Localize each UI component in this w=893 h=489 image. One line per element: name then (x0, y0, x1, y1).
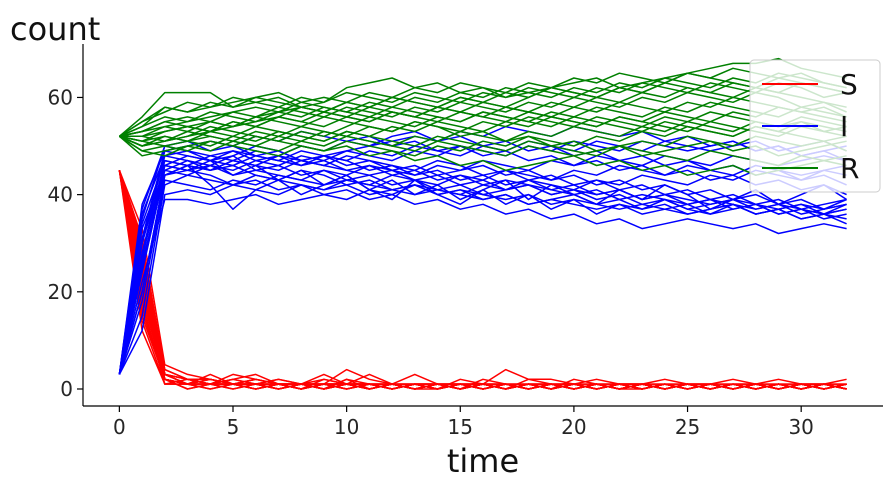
y-tick-label: 60 (48, 85, 73, 109)
legend-label-s: S (840, 68, 858, 101)
series-i-run-15 (118, 140, 847, 375)
series-s-run-16 (118, 170, 847, 390)
series-s-run-0 (118, 170, 847, 390)
series-s-run-4 (118, 170, 847, 390)
series-s-run-6 (118, 170, 847, 390)
series-i-run-12 (118, 169, 847, 375)
series-s-run-2 (118, 170, 847, 390)
series-r-run-15 (118, 96, 847, 138)
x-tick-label: 25 (675, 415, 700, 439)
series-i-run-18 (118, 159, 847, 375)
series-s-run-18 (118, 170, 847, 390)
series-r-run-17 (119, 72, 847, 138)
series-r-run-1 (119, 67, 847, 137)
y-tick-label: 40 (48, 183, 73, 207)
series-s-run-1 (118, 170, 847, 390)
series-i-run-7 (118, 155, 847, 375)
legend-label-i: I (840, 110, 848, 143)
series-s-run-13 (118, 170, 847, 390)
series-s-run-3 (118, 170, 847, 390)
series-s-run-7 (118, 170, 847, 390)
series-r-run-6 (118, 82, 847, 137)
series-s-run-19 (118, 170, 847, 385)
series-r-run-14 (118, 116, 847, 157)
x-tick-label: 10 (334, 415, 359, 439)
series-s-run-15 (118, 170, 847, 390)
y-tick-label: 0 (60, 377, 73, 401)
series-r-run-19 (119, 101, 847, 142)
series-s-run-21 (118, 170, 847, 390)
series-i-run-3 (118, 159, 847, 375)
series-i-run-13 (118, 164, 847, 375)
series-layer (118, 57, 848, 390)
series-s-run-17 (118, 170, 847, 390)
series-i-run-10 (118, 155, 847, 375)
series-i-run-0 (118, 155, 847, 375)
series-s-run-14 (118, 170, 847, 390)
series-i-run-8 (118, 169, 847, 375)
series-i-run-11 (118, 140, 847, 375)
series-i-run-14 (118, 155, 847, 375)
y-axis-title: count (10, 10, 100, 48)
series-s-run-10 (118, 170, 847, 390)
y-ticks: 0 20 40 60 (48, 85, 83, 401)
x-tick-label: 30 (788, 415, 813, 439)
series-s-run-12 (118, 170, 847, 390)
series-r-run-18 (119, 106, 847, 147)
series-s-run-9 (118, 170, 847, 390)
series-s-run-5 (118, 170, 847, 390)
series-r-run-16 (119, 120, 847, 157)
x-tick-label: 15 (448, 415, 473, 439)
series-i-run-16 (118, 150, 847, 375)
x-tick-label: 0 (113, 415, 126, 439)
series-s-run-20 (118, 170, 847, 390)
x-ticks: 0 5 10 15 20 25 30 (113, 406, 814, 439)
x-tick-label: 20 (561, 415, 586, 439)
x-axis-title: time (447, 442, 519, 480)
y-tick-label: 20 (48, 280, 73, 304)
series-s-run-8 (118, 170, 847, 390)
series-i-run-17 (118, 164, 848, 375)
legend-label-r: R (840, 152, 859, 185)
x-tick-label: 5 (227, 415, 240, 439)
series-s-run-11 (118, 170, 847, 390)
legend: S I R (749, 59, 881, 193)
